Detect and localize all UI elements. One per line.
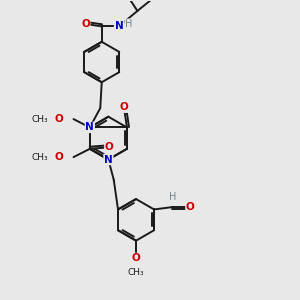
Text: O: O xyxy=(105,142,114,152)
Text: N: N xyxy=(85,122,94,132)
Text: O: O xyxy=(186,202,195,212)
Text: CH₃: CH₃ xyxy=(32,115,49,124)
Text: O: O xyxy=(54,114,63,124)
Text: H: H xyxy=(125,19,132,29)
Text: O: O xyxy=(54,152,63,162)
Text: H: H xyxy=(169,192,176,202)
Text: N: N xyxy=(115,21,123,32)
Text: CH₃: CH₃ xyxy=(128,268,144,277)
Text: O: O xyxy=(132,254,140,263)
Text: N: N xyxy=(104,154,113,164)
Text: O: O xyxy=(120,102,128,112)
Text: O: O xyxy=(81,19,90,29)
Text: CH₃: CH₃ xyxy=(32,153,49,162)
